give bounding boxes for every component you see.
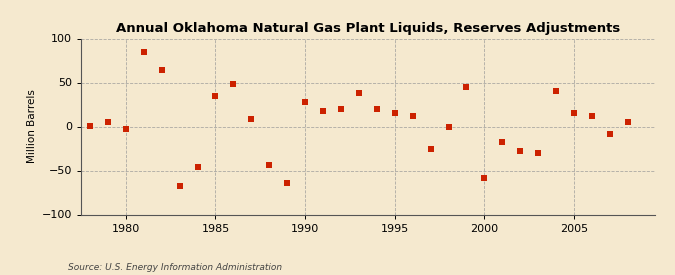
Point	[354, 91, 364, 95]
Point	[407, 114, 418, 118]
Point	[157, 68, 167, 72]
Point	[515, 149, 526, 153]
Point	[264, 163, 275, 167]
Point	[300, 100, 310, 104]
Point	[425, 146, 436, 151]
Point	[461, 85, 472, 89]
Y-axis label: Million Barrels: Million Barrels	[28, 90, 37, 163]
Point	[192, 165, 203, 169]
Point	[389, 111, 400, 116]
Point	[228, 82, 239, 86]
Point	[497, 140, 508, 145]
Point	[568, 111, 579, 116]
Point	[103, 120, 113, 124]
Point	[605, 131, 616, 136]
Point	[443, 125, 454, 130]
Point	[138, 50, 149, 54]
Point	[318, 108, 329, 113]
Point	[174, 184, 185, 189]
Point	[246, 117, 256, 122]
Point	[281, 181, 292, 185]
Point	[210, 94, 221, 98]
Point	[120, 127, 131, 131]
Title: Annual Oklahoma Natural Gas Plant Liquids, Reserves Adjustments: Annual Oklahoma Natural Gas Plant Liquid…	[115, 21, 620, 35]
Point	[84, 123, 95, 128]
Point	[479, 175, 490, 180]
Point	[622, 120, 633, 124]
Text: Source: U.S. Energy Information Administration: Source: U.S. Energy Information Administ…	[68, 263, 281, 272]
Point	[533, 151, 543, 155]
Point	[551, 89, 562, 94]
Point	[587, 114, 597, 118]
Point	[335, 107, 346, 111]
Point	[371, 107, 382, 111]
